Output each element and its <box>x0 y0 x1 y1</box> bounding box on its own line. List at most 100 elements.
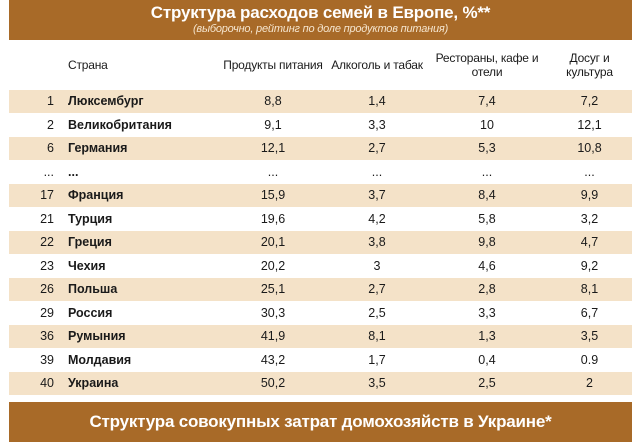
food-cell: 19,6 <box>219 206 327 231</box>
table-row: 39 Молдавия 43,2 1,7 0,4 0.9 <box>9 347 632 372</box>
food-cell: 30,3 <box>219 300 327 325</box>
table-row: 23 Чехия 20,2 3 4,6 9,2 <box>9 253 632 278</box>
table-row: 6 Германия 12,1 2,7 5,3 10,8 <box>9 136 632 160</box>
food-cell: 43,2 <box>219 347 327 372</box>
table-row: 29 Россия 30,3 2,5 3,3 6,7 <box>9 300 632 325</box>
country-cell: Чехия <box>60 253 219 278</box>
alcohol-cell: 2,7 <box>327 277 427 301</box>
restaurants-cell: ... <box>427 159 547 184</box>
rank-cell: ... <box>9 159 60 184</box>
country-cell: Россия <box>60 300 219 325</box>
footer-banner: Структура совокупных затрат домохозяйств… <box>9 402 632 442</box>
restaurants-cell: 8,4 <box>427 183 547 207</box>
leisure-cell: 9,9 <box>547 183 632 207</box>
restaurants-cell: 5,3 <box>427 136 547 160</box>
alcohol-cell: 1,7 <box>327 347 427 372</box>
food-cell: 25,1 <box>219 277 327 301</box>
table-row: 26 Польша 25,1 2,7 2,8 8,1 <box>9 277 632 301</box>
rank-cell: 39 <box>9 347 60 372</box>
leisure-cell: 2 <box>547 371 632 395</box>
food-cell: ... <box>219 159 327 184</box>
table-header-banner: Структура расходов семей в Европе, %** (… <box>9 0 632 40</box>
leisure-cell: 0.9 <box>547 347 632 372</box>
restaurants-cell: 2,8 <box>427 277 547 301</box>
food-cell: 41,9 <box>219 324 327 348</box>
country-cell: Украина <box>60 371 219 395</box>
table-row: 40 Украина 50,2 3,5 2,5 2 <box>9 371 632 395</box>
restaurants-cell: 2,5 <box>427 371 547 395</box>
alcohol-cell: 1,4 <box>327 89 427 113</box>
rank-cell: 26 <box>9 277 60 301</box>
country-cell: Молдавия <box>60 347 219 372</box>
table-row: 21 Турция 19,6 4,2 5,8 3,2 <box>9 206 632 231</box>
alcohol-cell: 4,2 <box>327 206 427 231</box>
alcohol-cell: 2,7 <box>327 136 427 160</box>
country-cell: Польша <box>60 277 219 301</box>
alcohol-cell: 3,5 <box>327 371 427 395</box>
food-cell: 50,2 <box>219 371 327 395</box>
restaurants-cell: 7,4 <box>427 89 547 113</box>
column-header-rank <box>9 40 60 90</box>
alcohol-cell: ... <box>327 159 427 184</box>
restaurants-cell: 5,8 <box>427 206 547 231</box>
restaurants-cell: 3,3 <box>427 300 547 325</box>
table-row: 36 Румыния 41,9 8,1 1,3 3,5 <box>9 324 632 348</box>
food-cell: 9,1 <box>219 112 327 137</box>
rank-cell: 2 <box>9 112 60 137</box>
country-cell: Греция <box>60 230 219 254</box>
leisure-cell: 8,1 <box>547 277 632 301</box>
rank-cell: 23 <box>9 253 60 278</box>
column-header-food: Продукты питания <box>223 57 323 72</box>
column-header-alcohol: Алкоголь и табак <box>331 57 423 72</box>
alcohol-cell: 3,7 <box>327 183 427 207</box>
restaurants-cell: 0,4 <box>427 347 547 372</box>
leisure-cell: 3,2 <box>547 206 632 231</box>
country-cell: Турция <box>60 206 219 231</box>
rank-cell: 22 <box>9 230 60 254</box>
table-row: 17 Франция 15,9 3,7 8,4 9,9 <box>9 183 632 207</box>
page-title: Структура расходов семей в Европе, %** <box>150 3 491 22</box>
rank-cell: 6 <box>9 136 60 160</box>
food-cell: 20,2 <box>219 253 327 278</box>
leisure-cell: 7,2 <box>547 89 632 113</box>
leisure-cell: 3,5 <box>547 324 632 348</box>
restaurants-cell: 1,3 <box>427 324 547 348</box>
alcohol-cell: 3 <box>327 253 427 278</box>
food-cell: 15,9 <box>219 183 327 207</box>
leisure-cell: 9,2 <box>547 253 632 278</box>
alcohol-cell: 8,1 <box>327 324 427 348</box>
column-header-country: Страна <box>68 57 108 72</box>
alcohol-cell: 2,5 <box>327 300 427 325</box>
restaurants-cell: 4,6 <box>427 253 547 278</box>
leisure-cell: 12,1 <box>547 112 632 137</box>
rank-cell: 40 <box>9 371 60 395</box>
rank-cell: 21 <box>9 206 60 231</box>
leisure-cell: 4,7 <box>547 230 632 254</box>
table-row: 2 Великобритания 9,1 3,3 10 12,1 <box>9 112 632 137</box>
country-cell: Люксембург <box>60 89 219 113</box>
column-header-leisure: Досуг и культура <box>566 50 613 79</box>
leisure-cell: ... <box>547 159 632 184</box>
table-row: 22 Греция 20,1 3,8 9,8 4,7 <box>9 230 632 254</box>
country-cell: Франция <box>60 183 219 207</box>
page-subtitle: (выборочно, рейтинг по доле продуктов пи… <box>192 23 449 35</box>
table-row: 1 Люксембург 8,8 1,4 7,4 7,2 <box>9 89 632 113</box>
rank-cell: 29 <box>9 300 60 325</box>
country-cell: Германия <box>60 136 219 160</box>
rank-cell: 17 <box>9 183 60 207</box>
country-cell: Великобритания <box>60 112 219 137</box>
leisure-cell: 10,8 <box>547 136 632 160</box>
restaurants-cell: 10 <box>427 112 547 137</box>
table-row: .................. <box>9 159 632 184</box>
table-body: 1 Люксембург 8,8 1,4 7,4 7,2 2 Великобритания 9,… <box>9 89 632 395</box>
country-cell: ... <box>60 159 219 184</box>
country-cell: Румыния <box>60 324 219 348</box>
column-header-restaurants: Рестораны, кафе и отели <box>435 50 539 79</box>
expenses-table: Страна Продукты питания Алкоголь и табак… <box>9 40 632 395</box>
food-cell: 8,8 <box>219 89 327 113</box>
leisure-cell: 6,7 <box>547 300 632 325</box>
restaurants-cell: 9,8 <box>427 230 547 254</box>
rank-cell: 1 <box>9 89 60 113</box>
food-cell: 12,1 <box>219 136 327 160</box>
alcohol-cell: 3,8 <box>327 230 427 254</box>
